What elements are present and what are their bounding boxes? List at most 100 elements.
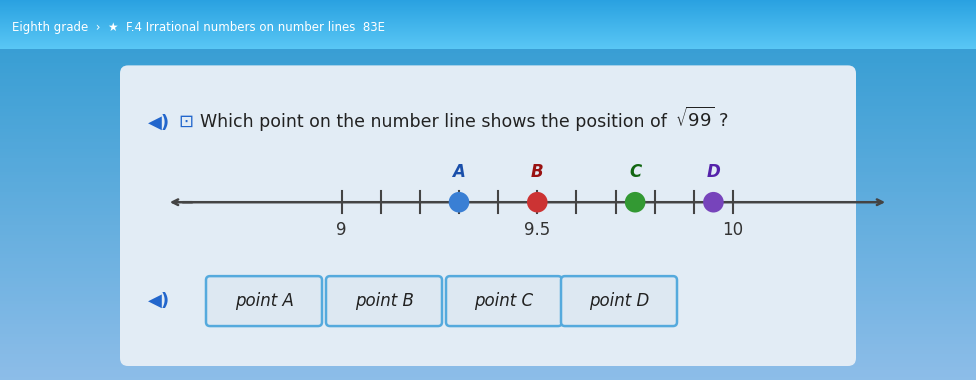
Bar	[0, 2, 976, 3]
Bar	[0, 264, 976, 268]
Text: point B: point B	[354, 292, 414, 310]
Bar	[0, 69, 976, 73]
Bar	[0, 215, 976, 218]
Bar	[0, 0, 976, 1]
Bar	[0, 145, 976, 149]
Bar	[0, 287, 976, 291]
Text: A: A	[453, 163, 466, 181]
Text: point A: point A	[234, 292, 294, 310]
Bar	[0, 192, 976, 195]
Bar	[0, 112, 976, 116]
Bar	[0, 122, 976, 125]
Bar	[0, 367, 976, 370]
Bar	[0, 49, 976, 53]
Bar	[0, 26, 976, 27]
Bar	[0, 129, 976, 132]
Bar	[0, 22, 976, 23]
Bar	[0, 178, 976, 182]
Bar	[0, 63, 976, 66]
Bar	[0, 350, 976, 353]
Bar	[0, 29, 976, 30]
FancyBboxPatch shape	[561, 276, 677, 326]
Bar	[0, 96, 976, 99]
Bar	[0, 37, 976, 38]
Bar	[0, 327, 976, 330]
Bar	[0, 6, 976, 7]
Text: $\sqrt{99}$ ?: $\sqrt{99}$ ?	[675, 107, 729, 131]
Bar	[0, 1, 976, 2]
Bar	[0, 238, 976, 241]
Bar	[0, 218, 976, 221]
Bar	[0, 307, 976, 310]
Bar	[0, 3, 976, 4]
Bar	[0, 201, 976, 205]
Bar	[0, 18, 976, 19]
Bar	[0, 82, 976, 86]
Bar	[0, 76, 976, 79]
Bar	[0, 41, 976, 42]
Bar	[0, 5, 976, 6]
Bar	[0, 15, 976, 16]
Bar	[0, 294, 976, 297]
Bar	[0, 33, 976, 34]
Bar	[0, 46, 976, 47]
Text: 9: 9	[337, 221, 346, 239]
Bar	[0, 162, 976, 165]
Bar	[0, 205, 976, 208]
Bar	[0, 353, 976, 357]
Bar	[0, 132, 976, 135]
Bar	[0, 13, 976, 14]
Bar	[0, 344, 976, 347]
Bar	[0, 158, 976, 162]
Text: Eighth grade  ›  ★  F.4 Irrational numbers on number lines  83E: Eighth grade › ★ F.4 Irrational numbers …	[12, 21, 385, 34]
Bar	[0, 208, 976, 211]
Bar	[0, 221, 976, 225]
Point	[529, 199, 545, 205]
Bar	[0, 165, 976, 168]
FancyBboxPatch shape	[120, 65, 856, 366]
Bar	[0, 9, 976, 10]
Bar	[0, 10, 976, 11]
Text: ◀): ◀)	[148, 292, 170, 310]
Bar	[0, 301, 976, 304]
Bar	[0, 109, 976, 112]
Bar	[0, 106, 976, 109]
Bar	[0, 149, 976, 152]
Bar	[0, 320, 976, 324]
Bar	[0, 12, 976, 13]
Bar	[0, 30, 976, 31]
Bar	[0, 182, 976, 185]
Bar	[0, 347, 976, 350]
Bar	[0, 377, 976, 380]
Bar	[0, 211, 976, 215]
Bar	[0, 139, 976, 142]
Bar	[0, 330, 976, 334]
Bar	[0, 241, 976, 244]
Bar	[0, 324, 976, 327]
Point	[451, 199, 467, 205]
Text: ⊡: ⊡	[178, 113, 193, 131]
Bar	[0, 21, 976, 22]
Bar	[0, 16, 976, 17]
Bar	[0, 281, 976, 284]
Bar	[0, 248, 976, 251]
Bar	[0, 27, 976, 28]
Bar	[0, 198, 976, 201]
Bar	[0, 125, 976, 129]
Bar	[0, 11, 976, 12]
Bar	[0, 47, 976, 48]
Bar	[0, 317, 976, 320]
Text: C: C	[629, 163, 641, 181]
Bar	[0, 374, 976, 377]
Bar	[0, 314, 976, 317]
Point	[706, 199, 721, 205]
Bar	[0, 34, 976, 35]
Bar	[0, 92, 976, 96]
Bar	[0, 31, 976, 32]
Text: Which point on the number line shows the position of: Which point on the number line shows the…	[200, 113, 672, 131]
Text: D: D	[707, 163, 720, 181]
Bar	[0, 48, 976, 49]
Bar	[0, 284, 976, 287]
Bar	[0, 89, 976, 92]
Bar	[0, 152, 976, 155]
